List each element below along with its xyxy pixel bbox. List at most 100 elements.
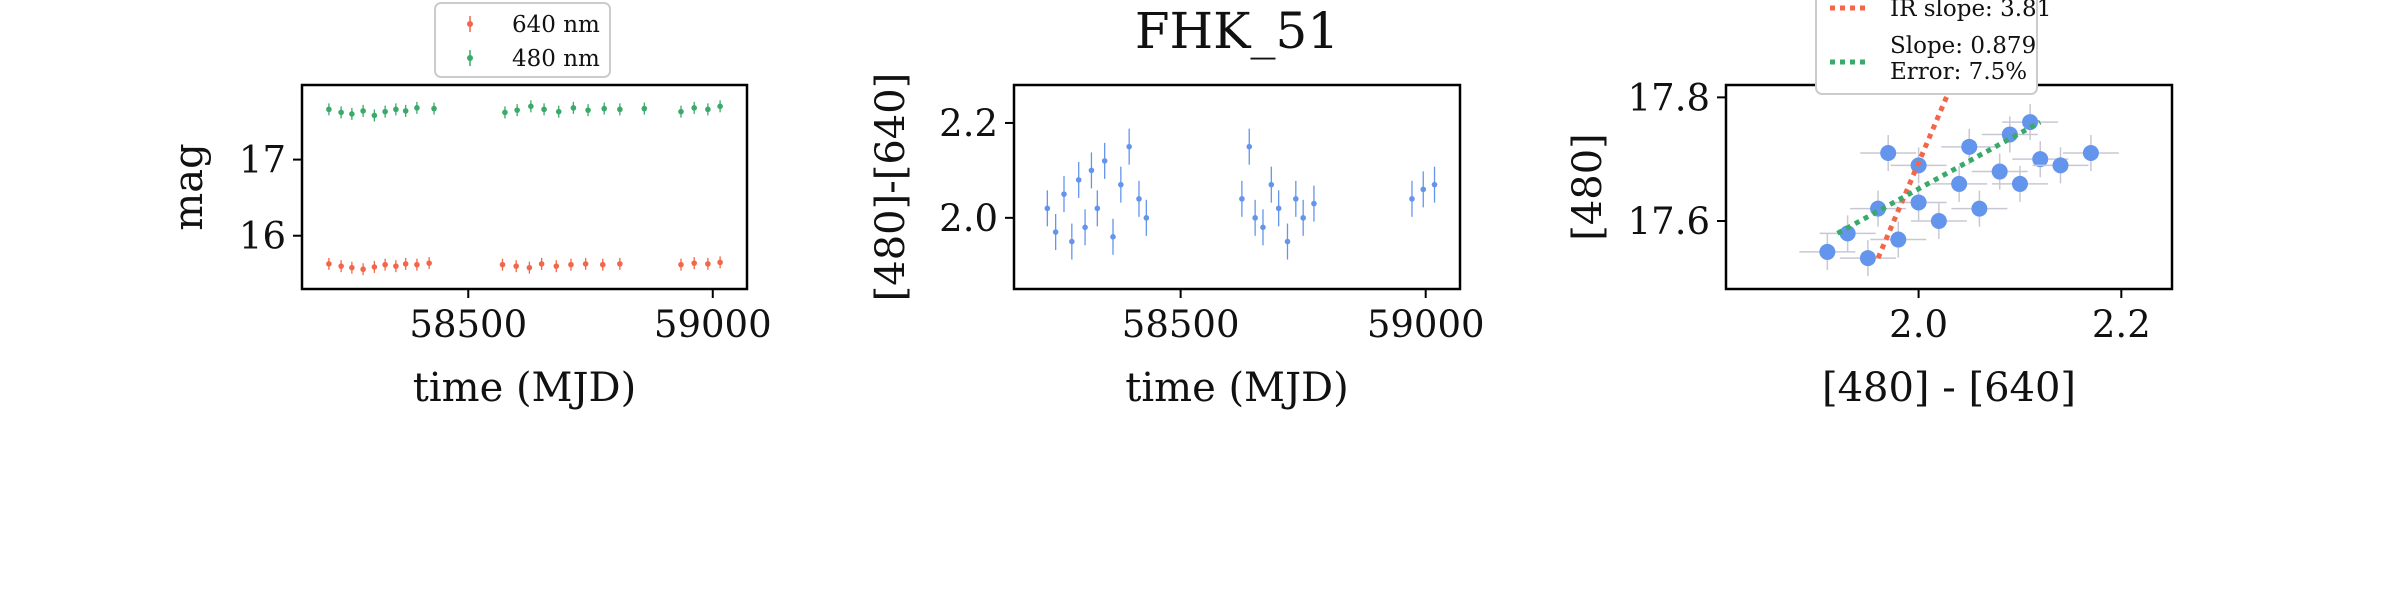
- data-point: [426, 260, 432, 266]
- data-point: [1110, 234, 1116, 240]
- series-2: [326, 100, 723, 122]
- data-point: [1930, 213, 1947, 229]
- data-point: [641, 105, 648, 112]
- data-point: [1061, 191, 1067, 197]
- data-point: [541, 106, 547, 113]
- x-tick-label: 59000: [1367, 303, 1485, 346]
- fit-line-2: [1836, 119, 2042, 236]
- y-tick-label: 2.2: [939, 102, 998, 145]
- data-point: [338, 109, 344, 116]
- data-point: [1409, 196, 1415, 202]
- data-point: [1951, 175, 1968, 192]
- data-point: [1880, 145, 1897, 161]
- data-point: [1246, 143, 1253, 150]
- data-point: [1260, 224, 1266, 231]
- data-point: [349, 264, 355, 271]
- data-point: [1126, 143, 1132, 150]
- data-point: [414, 261, 420, 268]
- data-point: [617, 261, 623, 267]
- x-axis-label: [480] - [640]: [1822, 365, 2076, 411]
- data-point: [1293, 196, 1299, 202]
- data-point: [1239, 196, 1245, 202]
- legend-marker: [467, 55, 473, 61]
- legend: 640 nm 480 nm: [434, 2, 611, 78]
- data-point: [1839, 225, 1856, 242]
- legend-label: 480 nm: [512, 46, 600, 72]
- data-point: [338, 263, 344, 269]
- data-point: [1300, 215, 1306, 221]
- legend-box: [434, 2, 611, 78]
- data-point: [1044, 205, 1051, 212]
- x-tick-label: 2.2: [2092, 303, 2151, 346]
- data-point: [691, 105, 697, 111]
- data-point: [502, 109, 508, 116]
- data-point: [1101, 158, 1108, 164]
- data-point: [1991, 163, 2008, 180]
- data-point: [1143, 215, 1150, 221]
- data-point: [326, 261, 332, 267]
- data-point: [528, 103, 534, 110]
- y-tick-label: 17: [239, 139, 286, 182]
- data-point: [360, 108, 366, 114]
- legend-marker: [467, 21, 473, 27]
- x-tick-label: 2.0: [1889, 303, 1948, 346]
- axes-frame: [300, 83, 749, 291]
- data-point: [678, 261, 684, 268]
- axes-frame: [1012, 83, 1462, 291]
- y-axis-label: [480]-[640]: [868, 73, 914, 302]
- data-point: [717, 259, 723, 266]
- data-point: [717, 103, 723, 110]
- data-point: [382, 261, 388, 268]
- data-point: [526, 264, 533, 271]
- data-point: [1311, 200, 1317, 207]
- data-point: [499, 261, 506, 268]
- data-point: [326, 106, 332, 113]
- data-point: [2052, 157, 2069, 174]
- legend-label: IR slope: 3.81: [1890, 0, 2051, 22]
- axes-frame: [1724, 83, 2174, 291]
- data-point: [1971, 200, 1988, 217]
- chart-panel-3: 2.0 2.2 17.6 17.8 [480] - [640] [480]: [1565, 76, 2174, 411]
- y-tick-label: 16: [239, 215, 286, 258]
- data-point: [538, 261, 545, 267]
- data-point: [1819, 243, 1836, 260]
- data-point: [705, 106, 711, 113]
- series-1: [1799, 104, 2119, 277]
- data-point: [617, 106, 623, 113]
- data-point: [402, 261, 409, 267]
- data-point: [1136, 196, 1142, 202]
- legend-label: Error: 7.5%: [1890, 59, 2027, 85]
- chart-panel-2: 58500 59000 2.0 2.2 time (MJD) [480]-[640] FHK…: [868, 2, 1485, 411]
- x-axis-label: time (MJD): [1125, 365, 1348, 411]
- x-tick-label: 58500: [1122, 303, 1240, 346]
- chart-panel-1: 58500 59000 16 17 time (MJD) mag: [166, 83, 772, 411]
- data-point: [431, 105, 437, 112]
- data-point: [1284, 238, 1291, 245]
- data-point: [393, 106, 399, 113]
- data-point: [553, 263, 560, 269]
- data-point: [1082, 224, 1088, 231]
- data-point: [601, 105, 608, 112]
- y-tick-label: 17.8: [1628, 76, 1710, 119]
- data-point: [371, 264, 378, 270]
- x-tick-label: 58500: [409, 303, 527, 346]
- y-axis-label: [480]: [1565, 133, 1611, 241]
- data-point: [1094, 205, 1101, 212]
- data-point: [1118, 181, 1124, 188]
- data-point: [513, 263, 519, 269]
- legend-box: [1815, 0, 2038, 95]
- data-point: [360, 266, 366, 273]
- data-point: [1420, 186, 1427, 193]
- data-point: [371, 112, 378, 119]
- x-tick-label: 59000: [654, 303, 772, 346]
- data-point: [1075, 177, 1082, 183]
- data-point: [514, 107, 520, 113]
- data-point: [1252, 215, 1258, 221]
- series-1: [1044, 128, 1438, 260]
- x-axis-label: time (MJD): [413, 365, 636, 411]
- data-point: [414, 105, 420, 111]
- data-point: [1268, 181, 1275, 188]
- data-point: [2022, 114, 2039, 131]
- y-tick-label: 17.6: [1628, 200, 1710, 243]
